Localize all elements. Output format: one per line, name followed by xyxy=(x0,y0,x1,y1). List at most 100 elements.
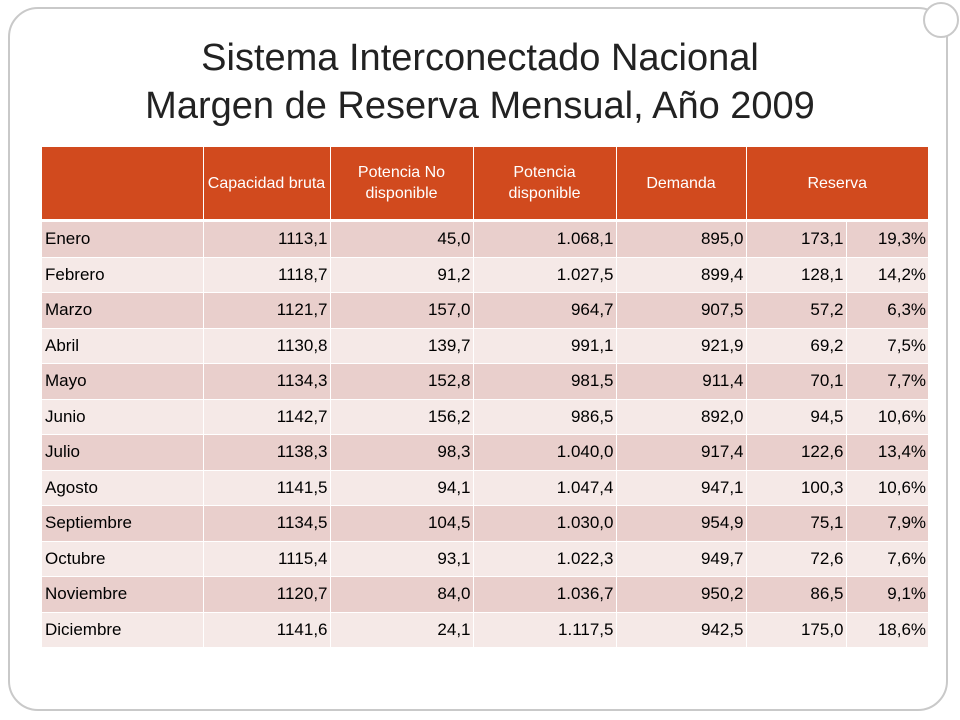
cell-reserva: 122,6 xyxy=(745,434,846,471)
table-row: Marzo 1121,7 157,0 964,7 907,5 57,2 6,3% xyxy=(42,292,929,329)
cell-no-disponible: 45,0 xyxy=(329,220,473,258)
table-row: Septiembre 1134,5 104,5 1.030,0 954,9 75,1 7,9… xyxy=(42,505,929,542)
corner-circle-decoration xyxy=(923,2,959,38)
table-row: Octubre 1115,4 93,1 1.022,3 949,7 72,6 7,6% xyxy=(42,541,929,577)
cell-capacidad: 1115,4 xyxy=(202,541,330,577)
cell-no-disponible: 91,2 xyxy=(329,257,473,293)
cell-month: Mayo xyxy=(42,363,203,400)
table-row: Noviembre 1120,7 84,0 1.036,7 950,2 86,5 9,1% xyxy=(42,576,929,613)
cell-capacidad: 1118,7 xyxy=(202,257,330,293)
table-row: Junio 1142,7 156,2 986,5 892,0 94,5 10,6% xyxy=(42,399,929,435)
cell-no-disponible: 24,1 xyxy=(329,612,473,648)
cell-capacidad: 1113,1 xyxy=(202,220,330,258)
cell-month: Julio xyxy=(42,434,203,471)
cell-capacidad: 1141,5 xyxy=(202,470,330,506)
table-row: Julio 1138,3 98,3 1.040,0 917,4 122,6 13,4% xyxy=(42,434,929,471)
cell-month: Marzo xyxy=(42,292,203,329)
table-row: Agosto 1141,5 94,1 1.047,4 947,1 100,3 10,6% xyxy=(42,470,929,506)
cell-disponible: 986,5 xyxy=(472,399,616,435)
cell-demanda: 892,0 xyxy=(615,399,746,435)
cell-reserva: 70,1 xyxy=(745,363,846,400)
cell-demanda: 899,4 xyxy=(615,257,746,293)
slide-title: Sistema Interconectado Nacional Margen d… xyxy=(0,34,960,130)
cell-reserva-pct: 7,7% xyxy=(845,363,929,400)
cell-reserva-pct: 10,6% xyxy=(845,470,929,506)
cell-no-disponible: 93,1 xyxy=(329,541,473,577)
cell-capacidad: 1130,8 xyxy=(202,328,330,364)
cell-reserva-pct: 7,6% xyxy=(845,541,929,577)
header-month xyxy=(42,147,203,222)
header-row: Capacidad bruta Potencia No disponible P… xyxy=(42,147,929,222)
cell-disponible: 1.036,7 xyxy=(472,576,616,613)
title-line-1: Sistema Interconectado Nacional xyxy=(201,37,759,79)
cell-demanda: 942,5 xyxy=(615,612,746,648)
reserve-margin-table: Capacidad bruta Potencia No disponible P… xyxy=(42,147,929,648)
table-body: Enero 1113,1 45,0 1.068,1 895,0 173,1 19,3% Feb… xyxy=(42,220,929,648)
header-demanda: Demanda xyxy=(615,147,746,222)
cell-demanda: 947,1 xyxy=(615,470,746,506)
cell-disponible: 1.040,0 xyxy=(472,434,616,471)
cell-no-disponible: 156,2 xyxy=(329,399,473,435)
cell-month: Agosto xyxy=(42,470,203,506)
header-disponible: Potencia disponible xyxy=(472,147,616,222)
cell-month: Noviembre xyxy=(42,576,203,613)
header-capacidad: Capacidad bruta xyxy=(202,147,330,222)
table-row: Enero 1113,1 45,0 1.068,1 895,0 173,1 19,3% xyxy=(42,220,929,258)
cell-demanda: 950,2 xyxy=(615,576,746,613)
cell-reserva: 86,5 xyxy=(745,576,846,613)
table-row: Febrero 1118,7 91,2 1.027,5 899,4 128,1 14,2% xyxy=(42,257,929,293)
cell-disponible: 1.117,5 xyxy=(472,612,616,648)
cell-reserva-pct: 10,6% xyxy=(845,399,929,435)
table-row: Diciembre 1141,6 24,1 1.117,5 942,5 175,0 18,6… xyxy=(42,612,929,648)
cell-no-disponible: 104,5 xyxy=(329,505,473,542)
cell-capacidad: 1142,7 xyxy=(202,399,330,435)
cell-reserva: 57,2 xyxy=(745,292,846,329)
cell-disponible: 1.027,5 xyxy=(472,257,616,293)
cell-demanda: 917,4 xyxy=(615,434,746,471)
cell-reserva-pct: 7,5% xyxy=(845,328,929,364)
cell-no-disponible: 94,1 xyxy=(329,470,473,506)
cell-reserva: 69,2 xyxy=(745,328,846,364)
cell-no-disponible: 84,0 xyxy=(329,576,473,613)
cell-reserva: 175,0 xyxy=(745,612,846,648)
cell-capacidad: 1141,6 xyxy=(202,612,330,648)
cell-no-disponible: 157,0 xyxy=(329,292,473,329)
cell-disponible: 964,7 xyxy=(472,292,616,329)
cell-disponible: 1.030,0 xyxy=(472,505,616,542)
cell-reserva-pct: 13,4% xyxy=(845,434,929,471)
cell-demanda: 949,7 xyxy=(615,541,746,577)
table-row: Abril 1130,8 139,7 991,1 921,9 69,2 7,5% xyxy=(42,328,929,364)
cell-disponible: 1.068,1 xyxy=(472,220,616,258)
cell-reserva-pct: 9,1% xyxy=(845,576,929,613)
cell-disponible: 1.022,3 xyxy=(472,541,616,577)
cell-reserva: 100,3 xyxy=(745,470,846,506)
cell-demanda: 907,5 xyxy=(615,292,746,329)
title-line-2: Margen de Reserva Mensual, Año 2009 xyxy=(145,85,815,127)
cell-demanda: 954,9 xyxy=(615,505,746,542)
header-no-disponible: Potencia No disponible xyxy=(329,147,473,222)
cell-month: Diciembre xyxy=(42,612,203,648)
cell-reserva-pct: 19,3% xyxy=(845,220,929,258)
cell-reserva: 94,5 xyxy=(745,399,846,435)
cell-disponible: 991,1 xyxy=(472,328,616,364)
cell-reserva-pct: 6,3% xyxy=(845,292,929,329)
cell-capacidad: 1138,3 xyxy=(202,434,330,471)
cell-reserva-pct: 14,2% xyxy=(845,257,929,293)
cell-reserva: 128,1 xyxy=(745,257,846,293)
cell-month: Junio xyxy=(42,399,203,435)
cell-no-disponible: 139,7 xyxy=(329,328,473,364)
cell-no-disponible: 152,8 xyxy=(329,363,473,400)
cell-month: Enero xyxy=(42,220,203,258)
cell-reserva: 173,1 xyxy=(745,220,846,258)
cell-month: Octubre xyxy=(42,541,203,577)
cell-month: Abril xyxy=(42,328,203,364)
cell-disponible: 981,5 xyxy=(472,363,616,400)
cell-demanda: 921,9 xyxy=(615,328,746,364)
cell-reserva: 75,1 xyxy=(745,505,846,542)
cell-demanda: 911,4 xyxy=(615,363,746,400)
cell-no-disponible: 98,3 xyxy=(329,434,473,471)
cell-demanda: 895,0 xyxy=(615,220,746,258)
cell-month: Febrero xyxy=(42,257,203,293)
cell-capacidad: 1134,3 xyxy=(202,363,330,400)
cell-reserva: 72,6 xyxy=(745,541,846,577)
